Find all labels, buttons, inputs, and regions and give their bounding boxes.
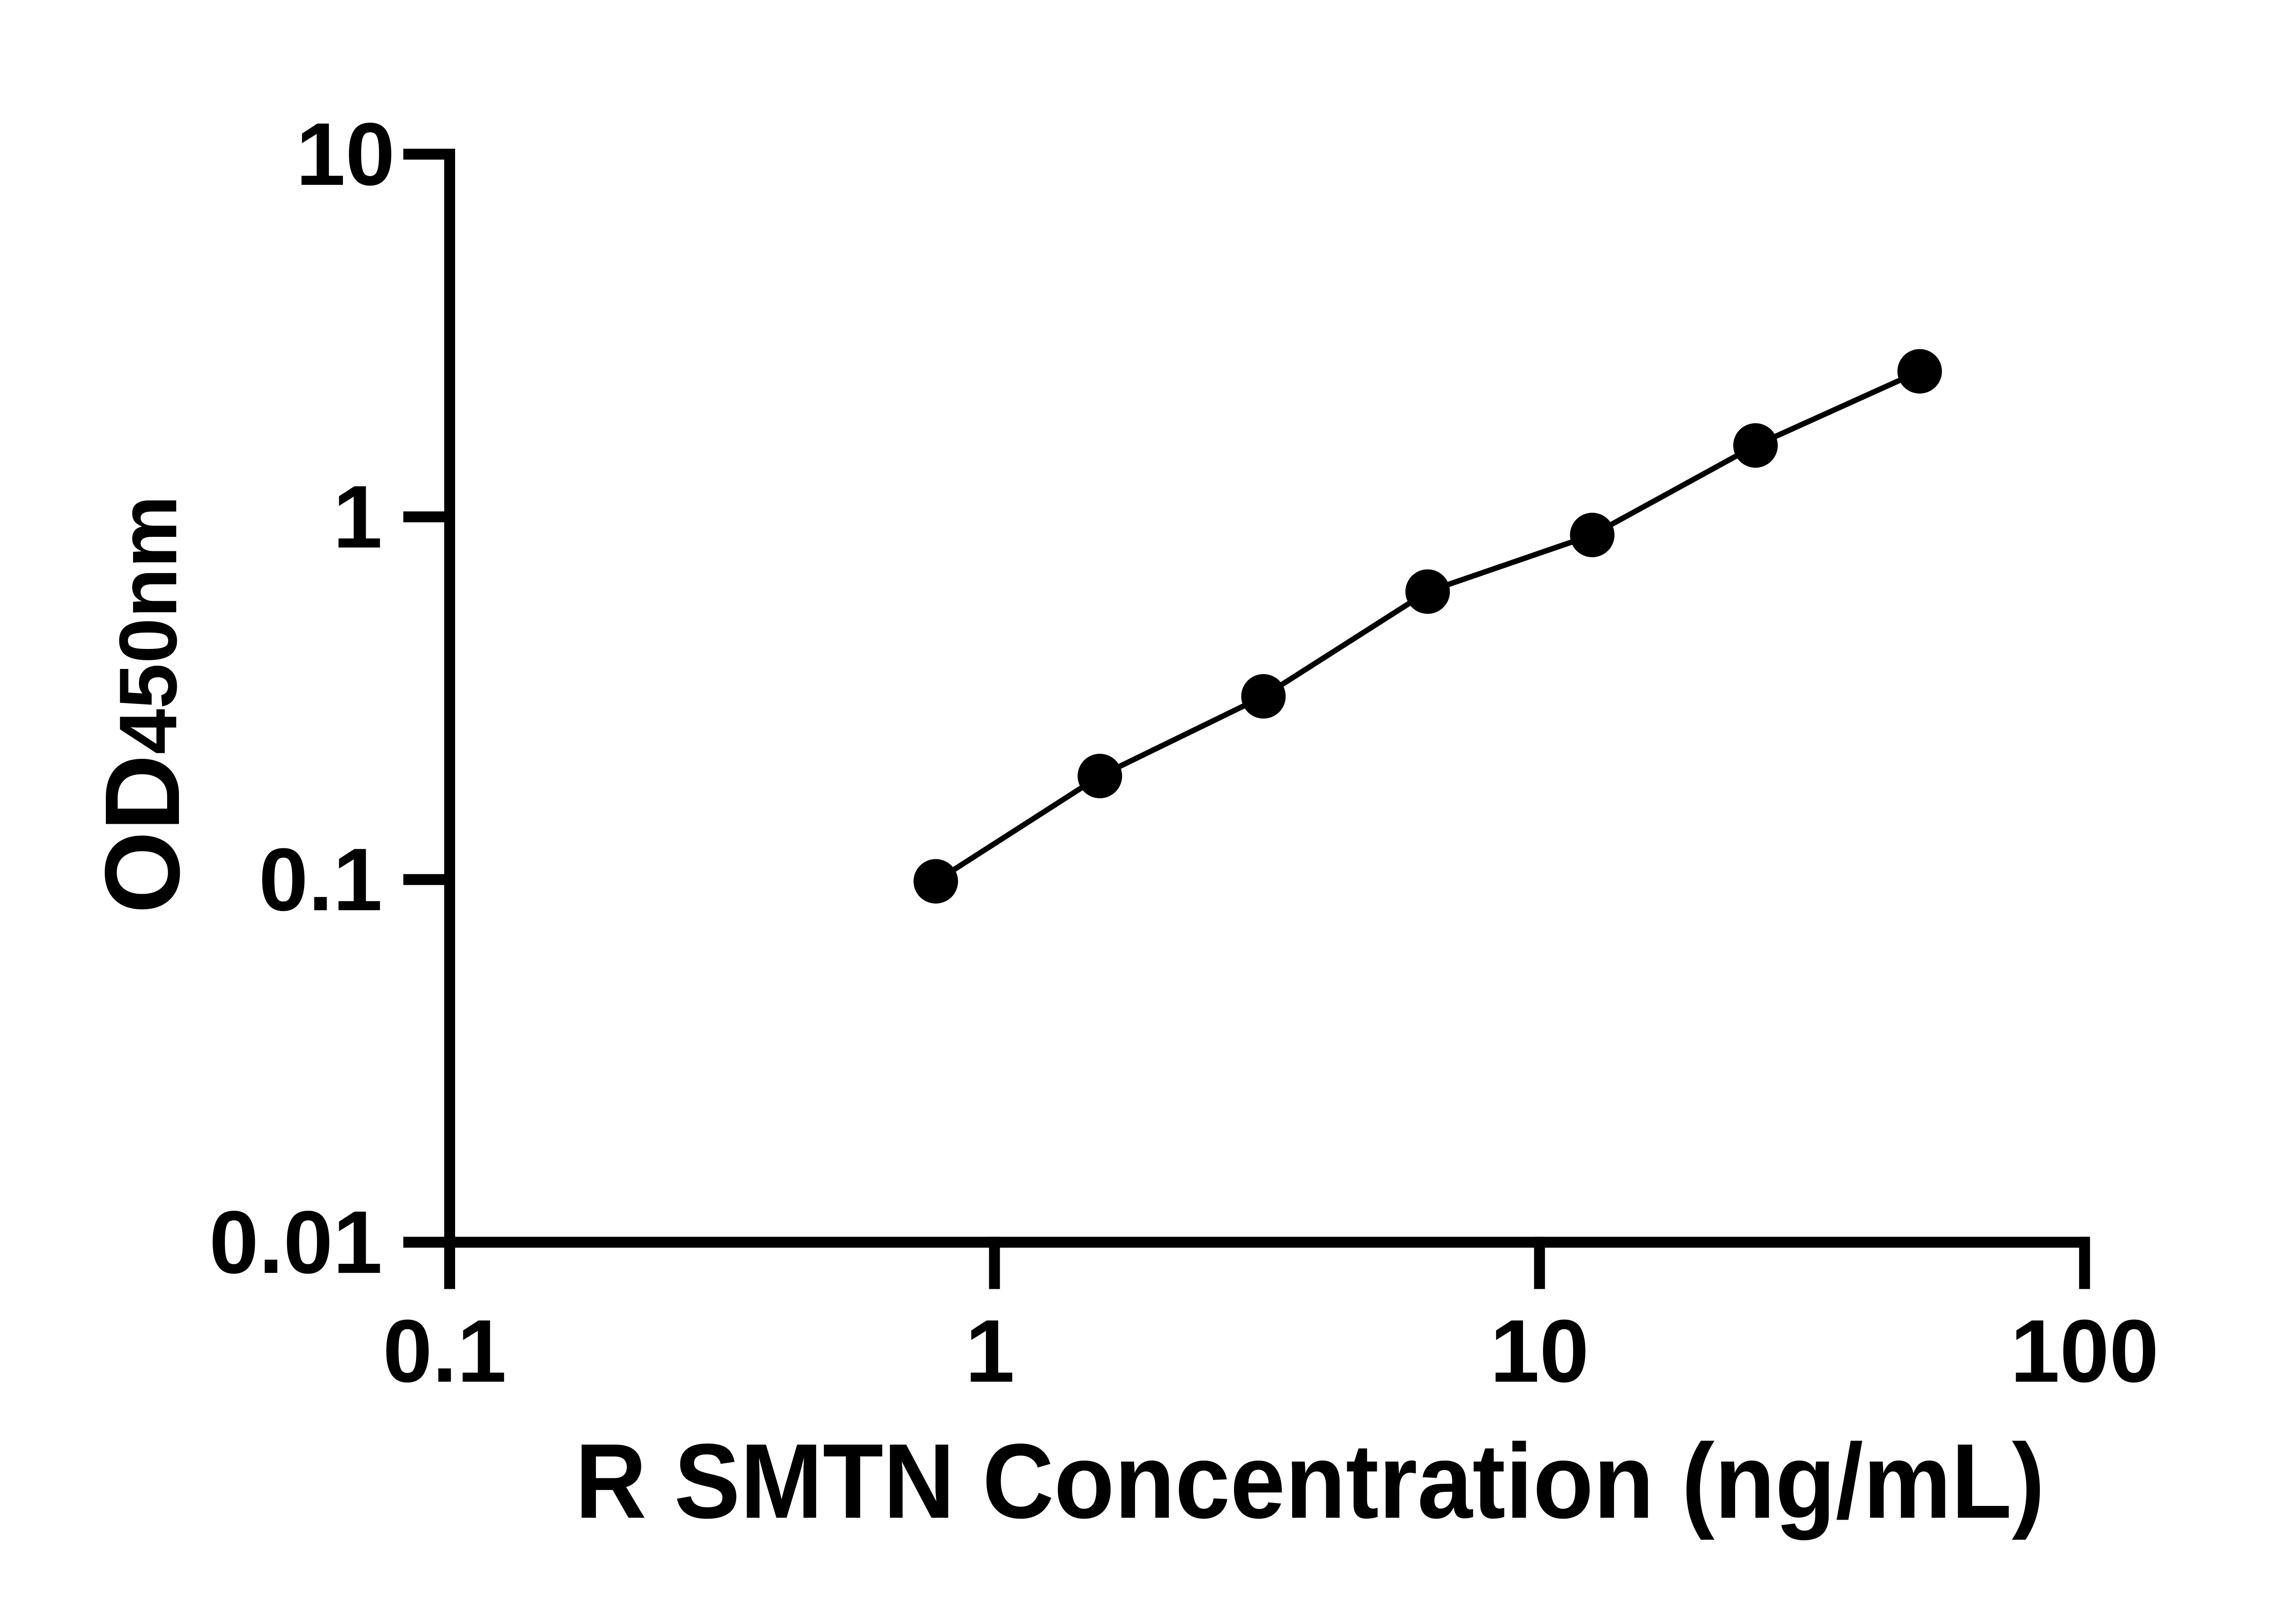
svg-text:1: 1	[965, 1302, 1015, 1401]
svg-text:0.01: 0.01	[209, 1193, 382, 1292]
svg-text:OD450nm: OD450nm	[83, 495, 202, 914]
svg-text:0.1: 0.1	[383, 1302, 506, 1401]
svg-text:R SMTN Concentration (ng/mL): R SMTN Concentration (ng/mL)	[575, 1421, 2045, 1540]
svg-text:1: 1	[333, 467, 382, 567]
svg-text:100: 100	[2010, 1302, 2159, 1401]
svg-text:0.1: 0.1	[259, 830, 382, 929]
svg-text:10: 10	[296, 104, 395, 204]
svg-text:10: 10	[1490, 1302, 1589, 1401]
